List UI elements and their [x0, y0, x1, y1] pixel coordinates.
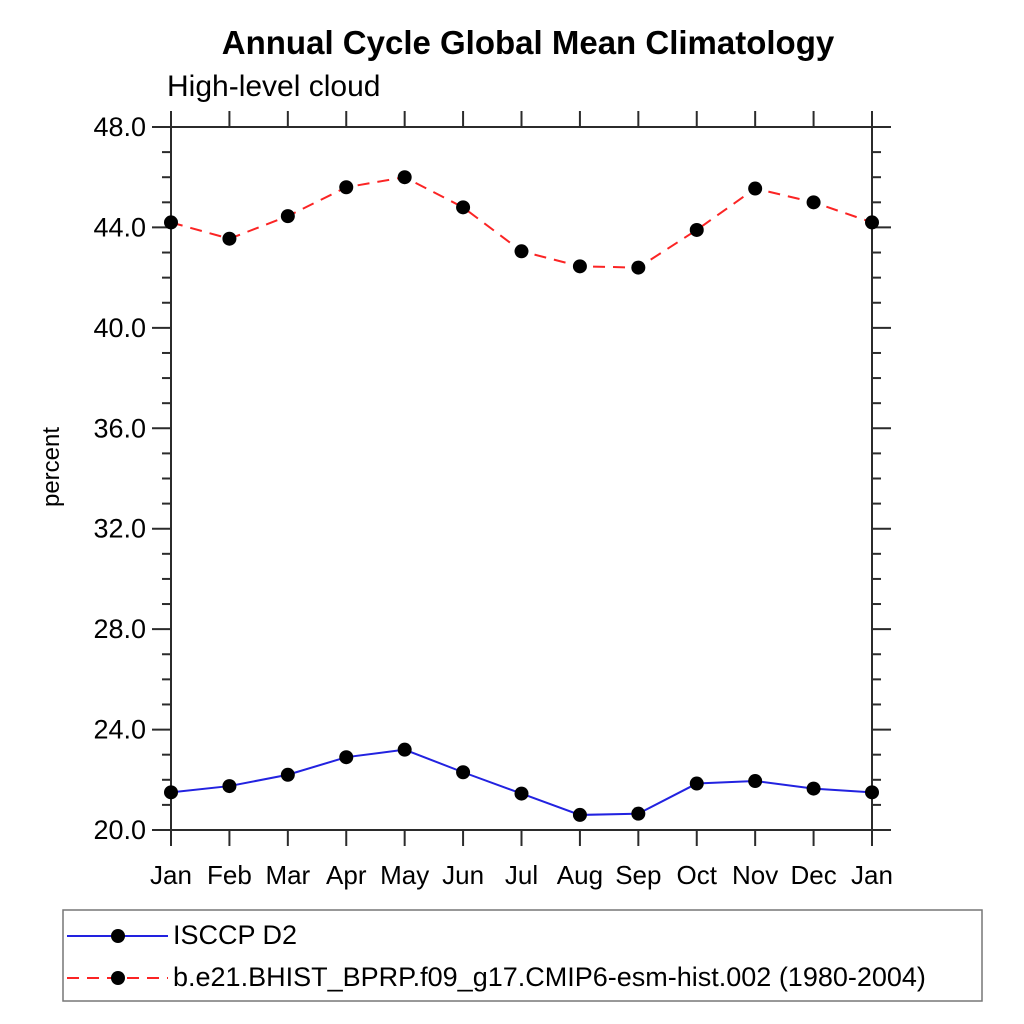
chart-title: Annual Cycle Global Mean Climatology	[221, 24, 835, 61]
data-point-marker	[572, 259, 587, 274]
y-tick-label: 24.0	[93, 715, 146, 745]
x-tick-label: Feb	[207, 860, 252, 890]
data-point-marker	[689, 776, 704, 791]
data-point-marker	[164, 785, 178, 800]
y-tick-label: 28.0	[93, 614, 146, 644]
data-point-marker	[514, 786, 529, 801]
data-point-marker	[456, 765, 471, 780]
legend-marker-sample	[111, 971, 125, 985]
x-tick-label: Mar	[265, 860, 310, 890]
y-tick-label: 44.0	[93, 212, 146, 242]
x-tick-label: May	[380, 860, 429, 890]
y-tick-label: 36.0	[93, 413, 146, 443]
data-point-marker	[865, 215, 879, 230]
y-tick-label: 20.0	[93, 815, 146, 845]
x-tick-label: Jan	[150, 860, 192, 890]
y-tick-label: 32.0	[93, 514, 146, 544]
data-point-marker	[631, 260, 646, 275]
data-point-marker	[339, 180, 354, 195]
legend-label-model: b.e21.BHIST_BPRP.f09_g17.CMIP6-esm-hist.…	[173, 962, 926, 992]
data-point-marker	[280, 767, 295, 782]
legend-label-isccp: ISCCP D2	[173, 920, 298, 950]
data-point-marker	[164, 215, 178, 230]
data-point-marker	[631, 806, 646, 821]
x-tick-label: Jun	[442, 860, 484, 890]
data-point-marker	[222, 779, 237, 794]
x-tick-label: Sep	[615, 860, 661, 890]
data-point-marker	[456, 200, 471, 215]
data-point-marker	[689, 222, 704, 237]
data-point-marker	[865, 785, 879, 800]
x-tick-label: Dec	[790, 860, 836, 890]
x-tick-label: Oct	[677, 860, 718, 890]
data-point-marker	[514, 244, 529, 259]
x-tick-label: Jul	[505, 860, 538, 890]
data-point-marker	[806, 195, 821, 210]
data-point-marker	[806, 781, 821, 796]
x-tick-label: Aug	[557, 860, 603, 890]
legend-box	[62, 909, 983, 1002]
x-tick-label: Nov	[732, 860, 778, 890]
plot-frame	[170, 126, 873, 831]
data-point-marker	[222, 231, 237, 246]
data-point-marker	[572, 807, 587, 822]
data-point-marker	[397, 742, 412, 757]
data-point-marker	[748, 181, 763, 196]
x-tick-label: Apr	[326, 860, 367, 890]
y-tick-label: 40.0	[93, 313, 146, 343]
data-point-marker	[339, 750, 354, 765]
data-point-marker	[748, 774, 763, 789]
data-point-marker	[397, 170, 412, 185]
chart-subtitle: High-level cloud	[167, 70, 381, 103]
series-line-isccp	[170, 748, 873, 816]
legend-marker-sample	[111, 929, 125, 943]
y-tick-label: 48.0	[93, 112, 146, 142]
x-tick-label: Jan	[851, 860, 893, 890]
data-point-marker	[280, 209, 295, 224]
